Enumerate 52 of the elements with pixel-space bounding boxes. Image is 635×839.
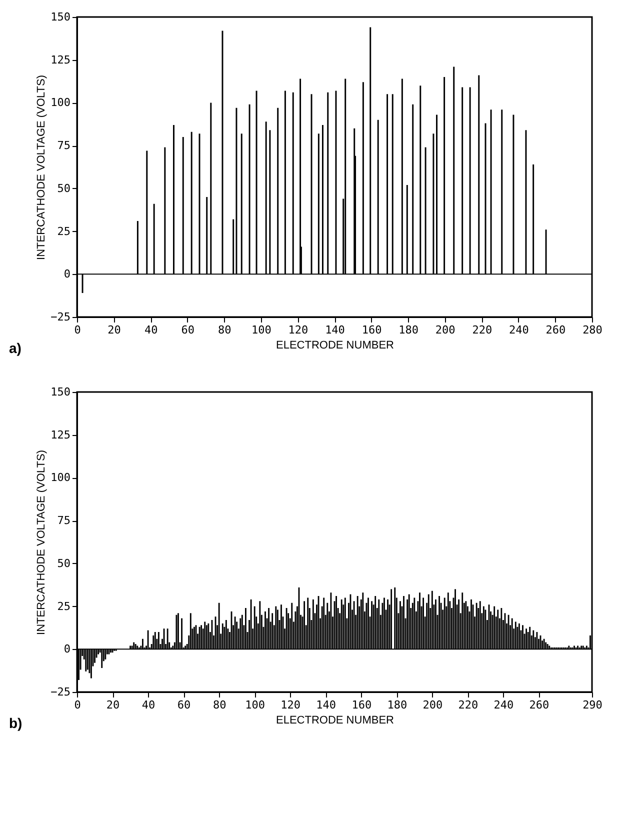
x-tick-label: 80 [218, 324, 232, 336]
x-tick-label: 40 [144, 324, 158, 336]
x-tick-label: 20 [108, 324, 121, 336]
x-tick-label: 0 [74, 324, 81, 336]
x-tick-label: 40 [142, 698, 156, 712]
text: a) [9, 340, 22, 356]
x-tick-label: 180 [398, 324, 419, 336]
x-tick-label: 260 [546, 324, 566, 336]
y-tick-label: 25 [57, 600, 70, 613]
y-tick-label: −25 [50, 310, 70, 324]
x-tick-label: 200 [435, 324, 456, 336]
y-axis-title: INTERCATHODE VOLTAGE (VOLTS) [36, 450, 48, 635]
x-tick-label: 240 [494, 698, 514, 712]
x-tick-label: 140 [316, 698, 336, 712]
y-tick-label: 75 [57, 139, 70, 152]
y-tick-label: 100 [50, 96, 70, 110]
x-tick-label: 100 [251, 324, 272, 336]
y-tick-label: 25 [57, 224, 70, 238]
y-tick-label: 125 [50, 428, 70, 442]
x-tick-label: 290 [582, 698, 602, 712]
y-tick-label: −25 [50, 686, 70, 698]
x-tick-label: 120 [280, 698, 301, 712]
text: b) [9, 715, 22, 731]
x-tick-label: 200 [422, 698, 443, 712]
x-tick-label: 160 [362, 324, 382, 336]
y-tick-label: 50 [57, 182, 70, 195]
x-tick-label: 260 [529, 698, 550, 712]
x-tick-label: 240 [508, 324, 529, 336]
x-tick-label: 220 [458, 698, 478, 712]
y-tick-label: 0 [64, 642, 70, 656]
y-tick-label: 50 [57, 556, 70, 570]
x-tick-label: 0 [74, 698, 81, 712]
x-tick-label: 280 [582, 324, 602, 336]
x-axis-title: ELECTRODE NUMBER [276, 340, 394, 352]
x-tick-label: 220 [472, 324, 492, 336]
y-tick-label: 0 [64, 268, 70, 281]
y-tick-label: 75 [57, 514, 70, 528]
x-tick-label: 120 [288, 324, 308, 336]
y-axis-title: INTERCATHODE VOLTAGE (VOLTS) [36, 75, 48, 260]
x-axis-title: ELECTRODE NUMBER [276, 714, 394, 726]
x-tick-label: 180 [387, 698, 408, 712]
x-tick-label: 140 [325, 324, 345, 336]
y-tick-label: 125 [50, 53, 70, 66]
x-tick-label: 20 [106, 698, 120, 712]
x-tick-label: 100 [245, 698, 266, 712]
y-tick-label: 150 [50, 386, 70, 398]
x-tick-label: 80 [212, 698, 226, 712]
y-tick-label: 100 [50, 471, 70, 484]
x-tick-label: 60 [181, 324, 194, 336]
x-tick-label: 160 [352, 698, 372, 712]
x-tick-label: 60 [177, 698, 191, 712]
y-tick-label: 150 [50, 10, 70, 24]
